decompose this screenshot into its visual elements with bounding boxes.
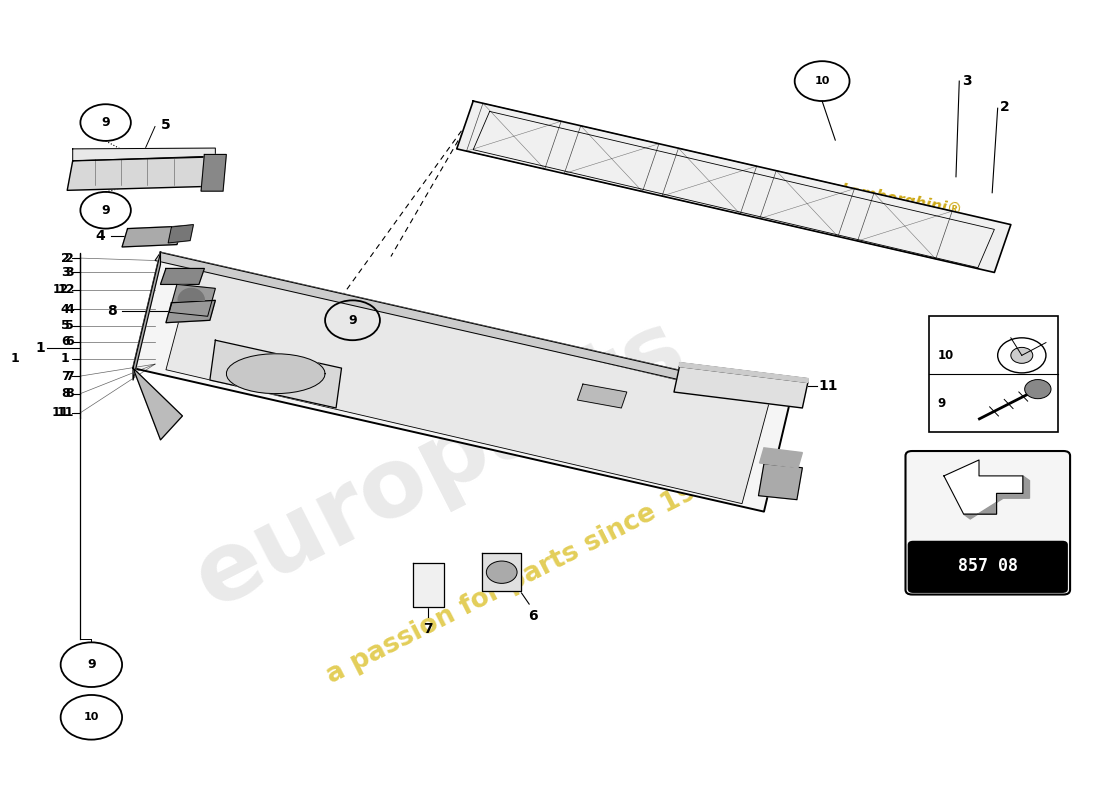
Text: 11: 11 (56, 406, 74, 419)
Text: 6: 6 (60, 335, 69, 348)
Text: 8: 8 (60, 387, 69, 400)
Text: 9: 9 (101, 204, 110, 217)
FancyBboxPatch shape (928, 316, 1058, 432)
Text: 5: 5 (60, 319, 69, 332)
Polygon shape (168, 225, 194, 243)
Polygon shape (133, 253, 161, 380)
Polygon shape (412, 563, 443, 607)
Text: 9: 9 (87, 658, 96, 671)
Polygon shape (201, 154, 227, 191)
Text: 9: 9 (101, 116, 110, 129)
Text: 3: 3 (962, 74, 972, 88)
Text: 6: 6 (65, 335, 74, 348)
Text: 9: 9 (349, 314, 356, 326)
Text: 1: 1 (60, 352, 69, 365)
Polygon shape (122, 226, 183, 247)
Polygon shape (67, 157, 216, 190)
Text: 12: 12 (57, 283, 75, 297)
Text: a passion for parts since 1985: a passion for parts since 1985 (322, 462, 734, 689)
Polygon shape (578, 384, 627, 408)
Polygon shape (169, 285, 216, 316)
Text: 2: 2 (60, 251, 69, 265)
Polygon shape (166, 300, 216, 322)
Polygon shape (133, 253, 791, 512)
Text: 3: 3 (60, 266, 69, 279)
Text: 857 08: 857 08 (958, 557, 1018, 575)
Text: 2: 2 (1000, 100, 1010, 114)
Polygon shape (456, 101, 1011, 273)
Text: 12: 12 (53, 283, 69, 297)
Text: 4: 4 (65, 302, 74, 316)
Polygon shape (166, 266, 769, 504)
Polygon shape (674, 366, 807, 408)
Polygon shape (482, 553, 521, 591)
Polygon shape (155, 253, 791, 404)
FancyBboxPatch shape (905, 451, 1070, 594)
Polygon shape (964, 476, 1030, 519)
Text: 2: 2 (65, 251, 74, 265)
Polygon shape (178, 288, 205, 300)
Circle shape (486, 561, 517, 583)
Polygon shape (680, 362, 807, 382)
Text: 4: 4 (60, 302, 69, 316)
Polygon shape (73, 148, 216, 161)
Text: Lamborghini®: Lamborghini® (839, 182, 962, 218)
Polygon shape (210, 340, 341, 408)
Text: 7: 7 (65, 370, 74, 382)
Text: 5: 5 (161, 118, 170, 132)
Circle shape (1011, 347, 1033, 363)
Text: 7: 7 (424, 622, 433, 636)
Text: 1: 1 (35, 341, 45, 355)
Circle shape (1025, 379, 1050, 398)
Text: 6: 6 (528, 609, 538, 623)
Text: 8: 8 (107, 304, 117, 318)
Text: europarts: europarts (179, 300, 701, 627)
Text: 9: 9 (937, 397, 946, 410)
Text: 10: 10 (814, 76, 829, 86)
Polygon shape (944, 460, 1023, 514)
Text: 4: 4 (96, 229, 106, 242)
Text: 8: 8 (65, 387, 74, 400)
FancyBboxPatch shape (908, 541, 1068, 593)
Polygon shape (227, 354, 326, 394)
Circle shape (998, 338, 1046, 373)
Text: 7: 7 (60, 370, 69, 382)
Text: 10: 10 (937, 349, 954, 362)
Text: 3: 3 (65, 266, 74, 279)
Polygon shape (133, 368, 183, 440)
Text: 11: 11 (52, 406, 69, 419)
Polygon shape (760, 448, 802, 468)
Text: 11: 11 (818, 378, 838, 393)
Text: 1: 1 (10, 352, 19, 365)
Polygon shape (759, 464, 802, 500)
Text: 5: 5 (65, 319, 74, 332)
Text: 10: 10 (84, 712, 99, 722)
Polygon shape (161, 269, 205, 285)
